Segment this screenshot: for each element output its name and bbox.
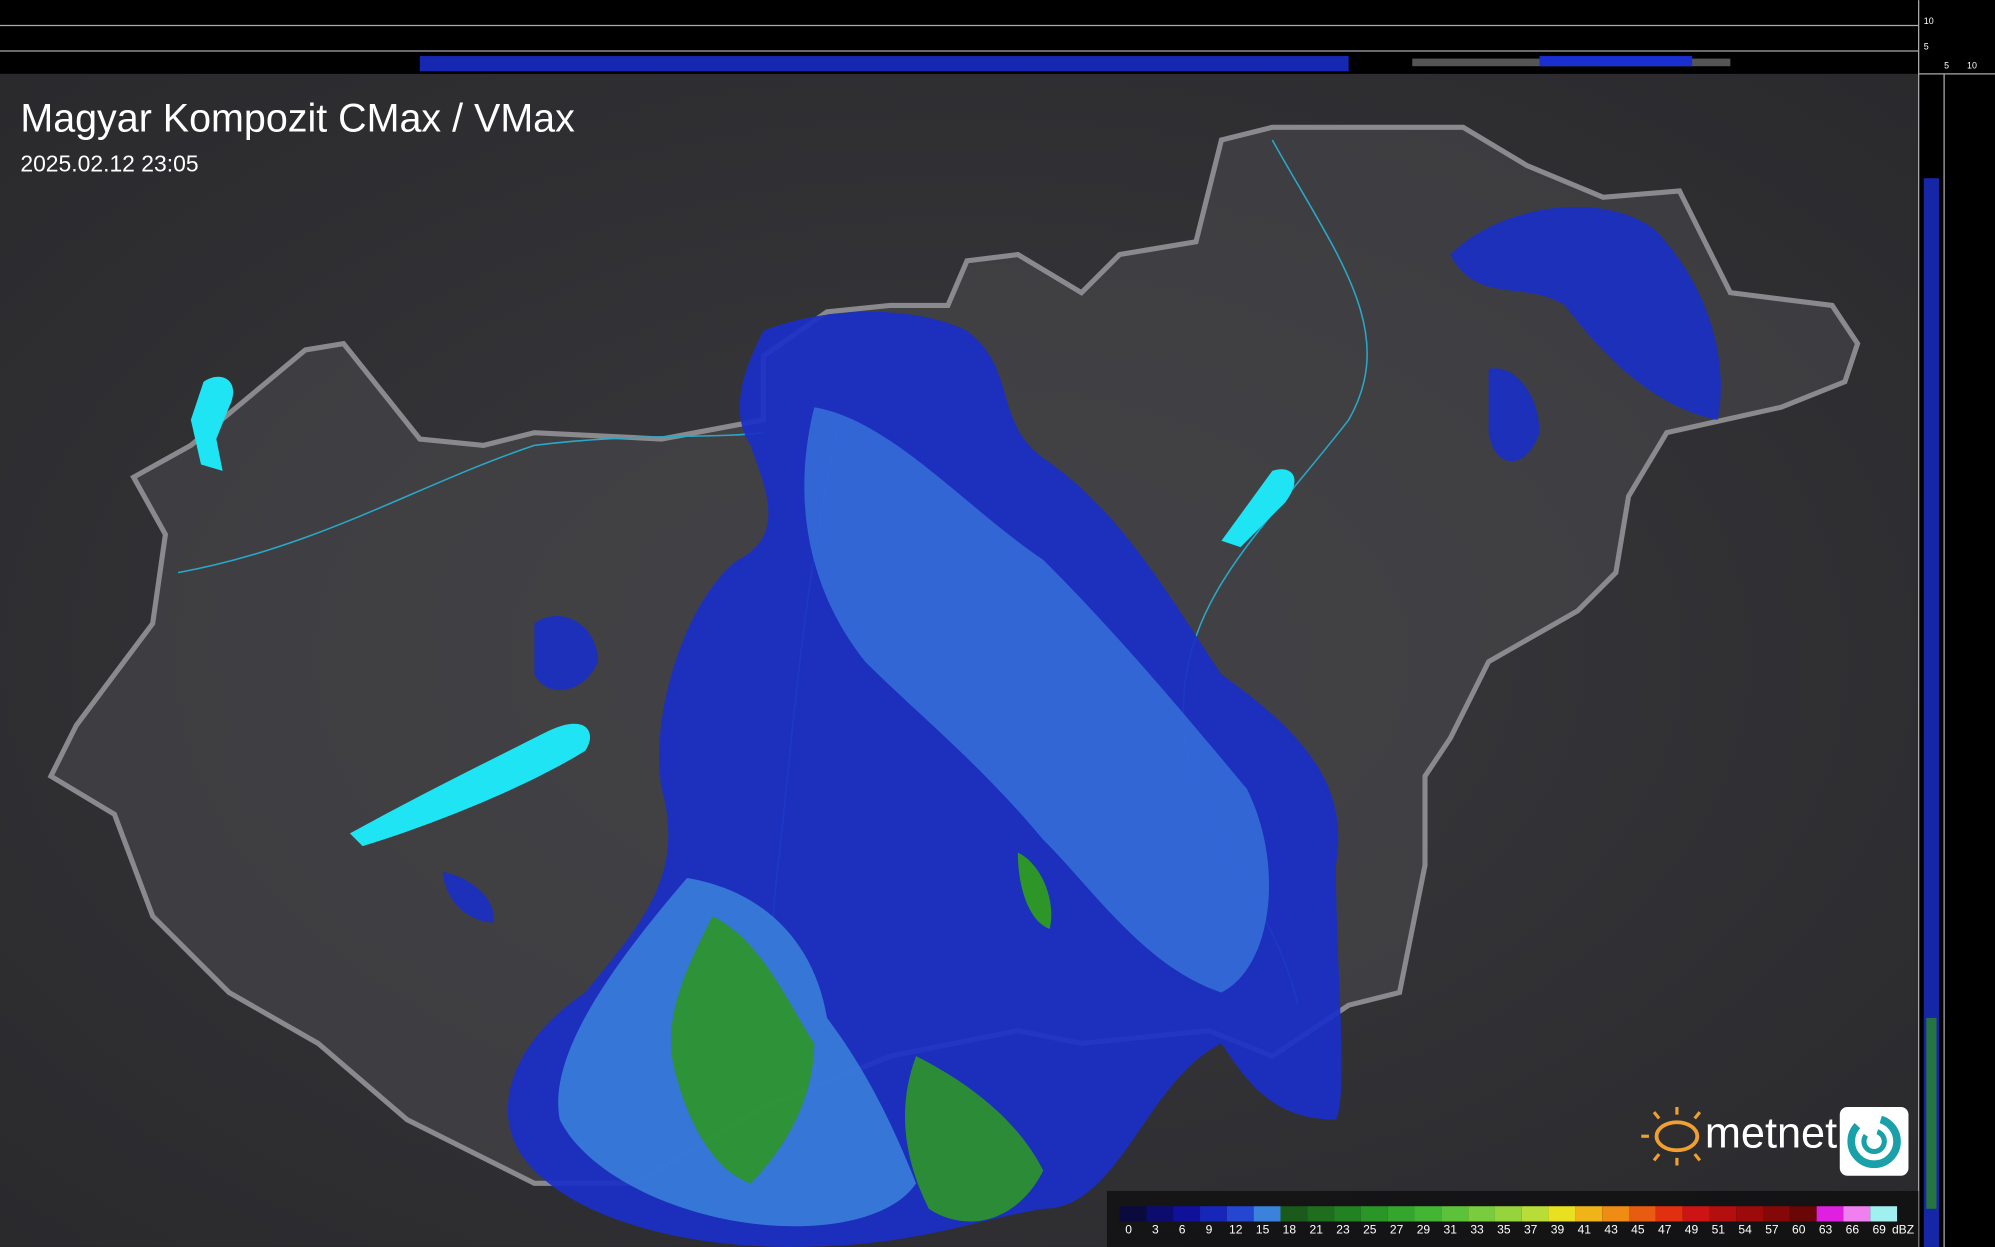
timestamp: 2025.02.12 23:05 xyxy=(20,151,198,177)
legend-label: 66 xyxy=(1846,1223,1860,1237)
legend-label: 21 xyxy=(1309,1223,1323,1237)
rain-area xyxy=(904,1056,1044,1222)
legend-swatch xyxy=(1816,1206,1844,1222)
legend-label: 15 xyxy=(1256,1223,1270,1237)
legend-swatch xyxy=(1494,1206,1522,1222)
profile-top xyxy=(419,56,1349,72)
logo-sun xyxy=(1654,1120,1700,1153)
precipitation xyxy=(442,206,1721,1247)
map-title: Magyar Kompozit CMax / VMax xyxy=(20,96,575,140)
legend-label: 18 xyxy=(1283,1223,1297,1237)
logo-rays xyxy=(1641,1106,1702,1166)
rain-area xyxy=(804,407,1270,993)
legend-swatch xyxy=(1307,1206,1335,1222)
legend-label: 39 xyxy=(1551,1223,1565,1237)
legend-swatch xyxy=(1200,1206,1227,1222)
rain-area xyxy=(442,871,494,923)
river xyxy=(177,431,764,574)
legend: 0 3 6 9 12 15 18 21 23 25 27 29 31 33 35 37 39 41 43 45 47 49… xyxy=(1119,1206,1914,1237)
profile-top xyxy=(1539,56,1693,67)
legend-swatch xyxy=(1468,1206,1495,1222)
legend-label: 6 xyxy=(1179,1223,1186,1237)
legend-label: 29 xyxy=(1417,1223,1431,1237)
legend-swatch xyxy=(1360,1206,1388,1222)
lake xyxy=(190,376,234,471)
legend-label: 23 xyxy=(1336,1223,1350,1237)
legend-unit: dBZ xyxy=(1892,1223,1914,1237)
legend-label: 31 xyxy=(1444,1223,1458,1237)
scale-label: 5 xyxy=(1924,41,1929,51)
rain-area xyxy=(1017,852,1052,929)
legend-label: 57 xyxy=(1765,1223,1779,1237)
legend-label: 69 xyxy=(1872,1223,1886,1237)
logo-swirl xyxy=(1847,1114,1901,1169)
legend-swatch xyxy=(1173,1206,1201,1222)
legend-swatch xyxy=(1226,1206,1254,1222)
legend-label: 63 xyxy=(1819,1223,1833,1237)
legend-label: 49 xyxy=(1685,1223,1699,1237)
rain-area xyxy=(534,616,598,691)
legend-swatch xyxy=(1602,1206,1629,1222)
scale-label: 5 xyxy=(1944,61,1949,71)
legend-label: 45 xyxy=(1631,1223,1645,1237)
scale-label: 10 xyxy=(1967,61,1977,71)
rain-area xyxy=(1450,206,1721,420)
legend-swatch xyxy=(1575,1206,1603,1222)
scale-label: 10 xyxy=(1924,16,1934,26)
legend-label: 47 xyxy=(1658,1223,1672,1237)
lake xyxy=(349,723,591,847)
legend-swatch xyxy=(1655,1206,1683,1222)
logo: metnet xyxy=(1641,1106,1909,1176)
legend-label: 43 xyxy=(1604,1223,1618,1237)
legend-label: 35 xyxy=(1497,1223,1511,1237)
legend-swatch xyxy=(1280,1206,1308,1222)
legend-label: 12 xyxy=(1229,1223,1243,1237)
legend-swatch xyxy=(1870,1206,1898,1222)
legend-swatch xyxy=(1682,1206,1710,1222)
legend-swatch xyxy=(1763,1206,1790,1222)
legend-label: 60 xyxy=(1792,1223,1806,1237)
legend-label: 0 xyxy=(1125,1223,1132,1237)
side-scale: 10 5 5 10 xyxy=(1924,16,1977,71)
legend-swatch xyxy=(1521,1206,1549,1222)
lake xyxy=(1221,469,1295,548)
legend-swatch xyxy=(1843,1206,1871,1222)
rain-area xyxy=(1488,368,1540,462)
legend-swatch xyxy=(1548,1206,1576,1222)
legend-swatch xyxy=(1709,1206,1737,1222)
legend-label: 54 xyxy=(1738,1223,1752,1237)
legend-swatch xyxy=(1414,1206,1442,1222)
legend-label: 27 xyxy=(1390,1223,1404,1237)
legend-swatch xyxy=(1334,1206,1361,1222)
legend-label: 51 xyxy=(1712,1223,1726,1237)
profile-side xyxy=(1926,1017,1937,1209)
legend-label: 37 xyxy=(1524,1223,1538,1237)
legend-swatch xyxy=(1146,1206,1174,1222)
legend-swatch xyxy=(1736,1206,1764,1222)
legend-label: 33 xyxy=(1470,1223,1484,1237)
rain-area xyxy=(670,916,815,1184)
legend-swatch xyxy=(1789,1206,1817,1222)
legend-swatch xyxy=(1628,1206,1656,1222)
profile-side xyxy=(1923,178,1940,1247)
legend-label: 9 xyxy=(1206,1223,1213,1237)
legend-swatch xyxy=(1441,1206,1469,1222)
legend-label: 41 xyxy=(1578,1223,1592,1237)
legend-swatch xyxy=(1387,1206,1415,1222)
legend-swatch xyxy=(1253,1206,1281,1222)
logo-text: metnet xyxy=(1705,1110,1837,1158)
legend-swatch xyxy=(1119,1206,1147,1222)
legend-label: 3 xyxy=(1152,1223,1159,1237)
logo-swirl xyxy=(1861,1128,1887,1155)
legend-label: 25 xyxy=(1363,1223,1377,1237)
